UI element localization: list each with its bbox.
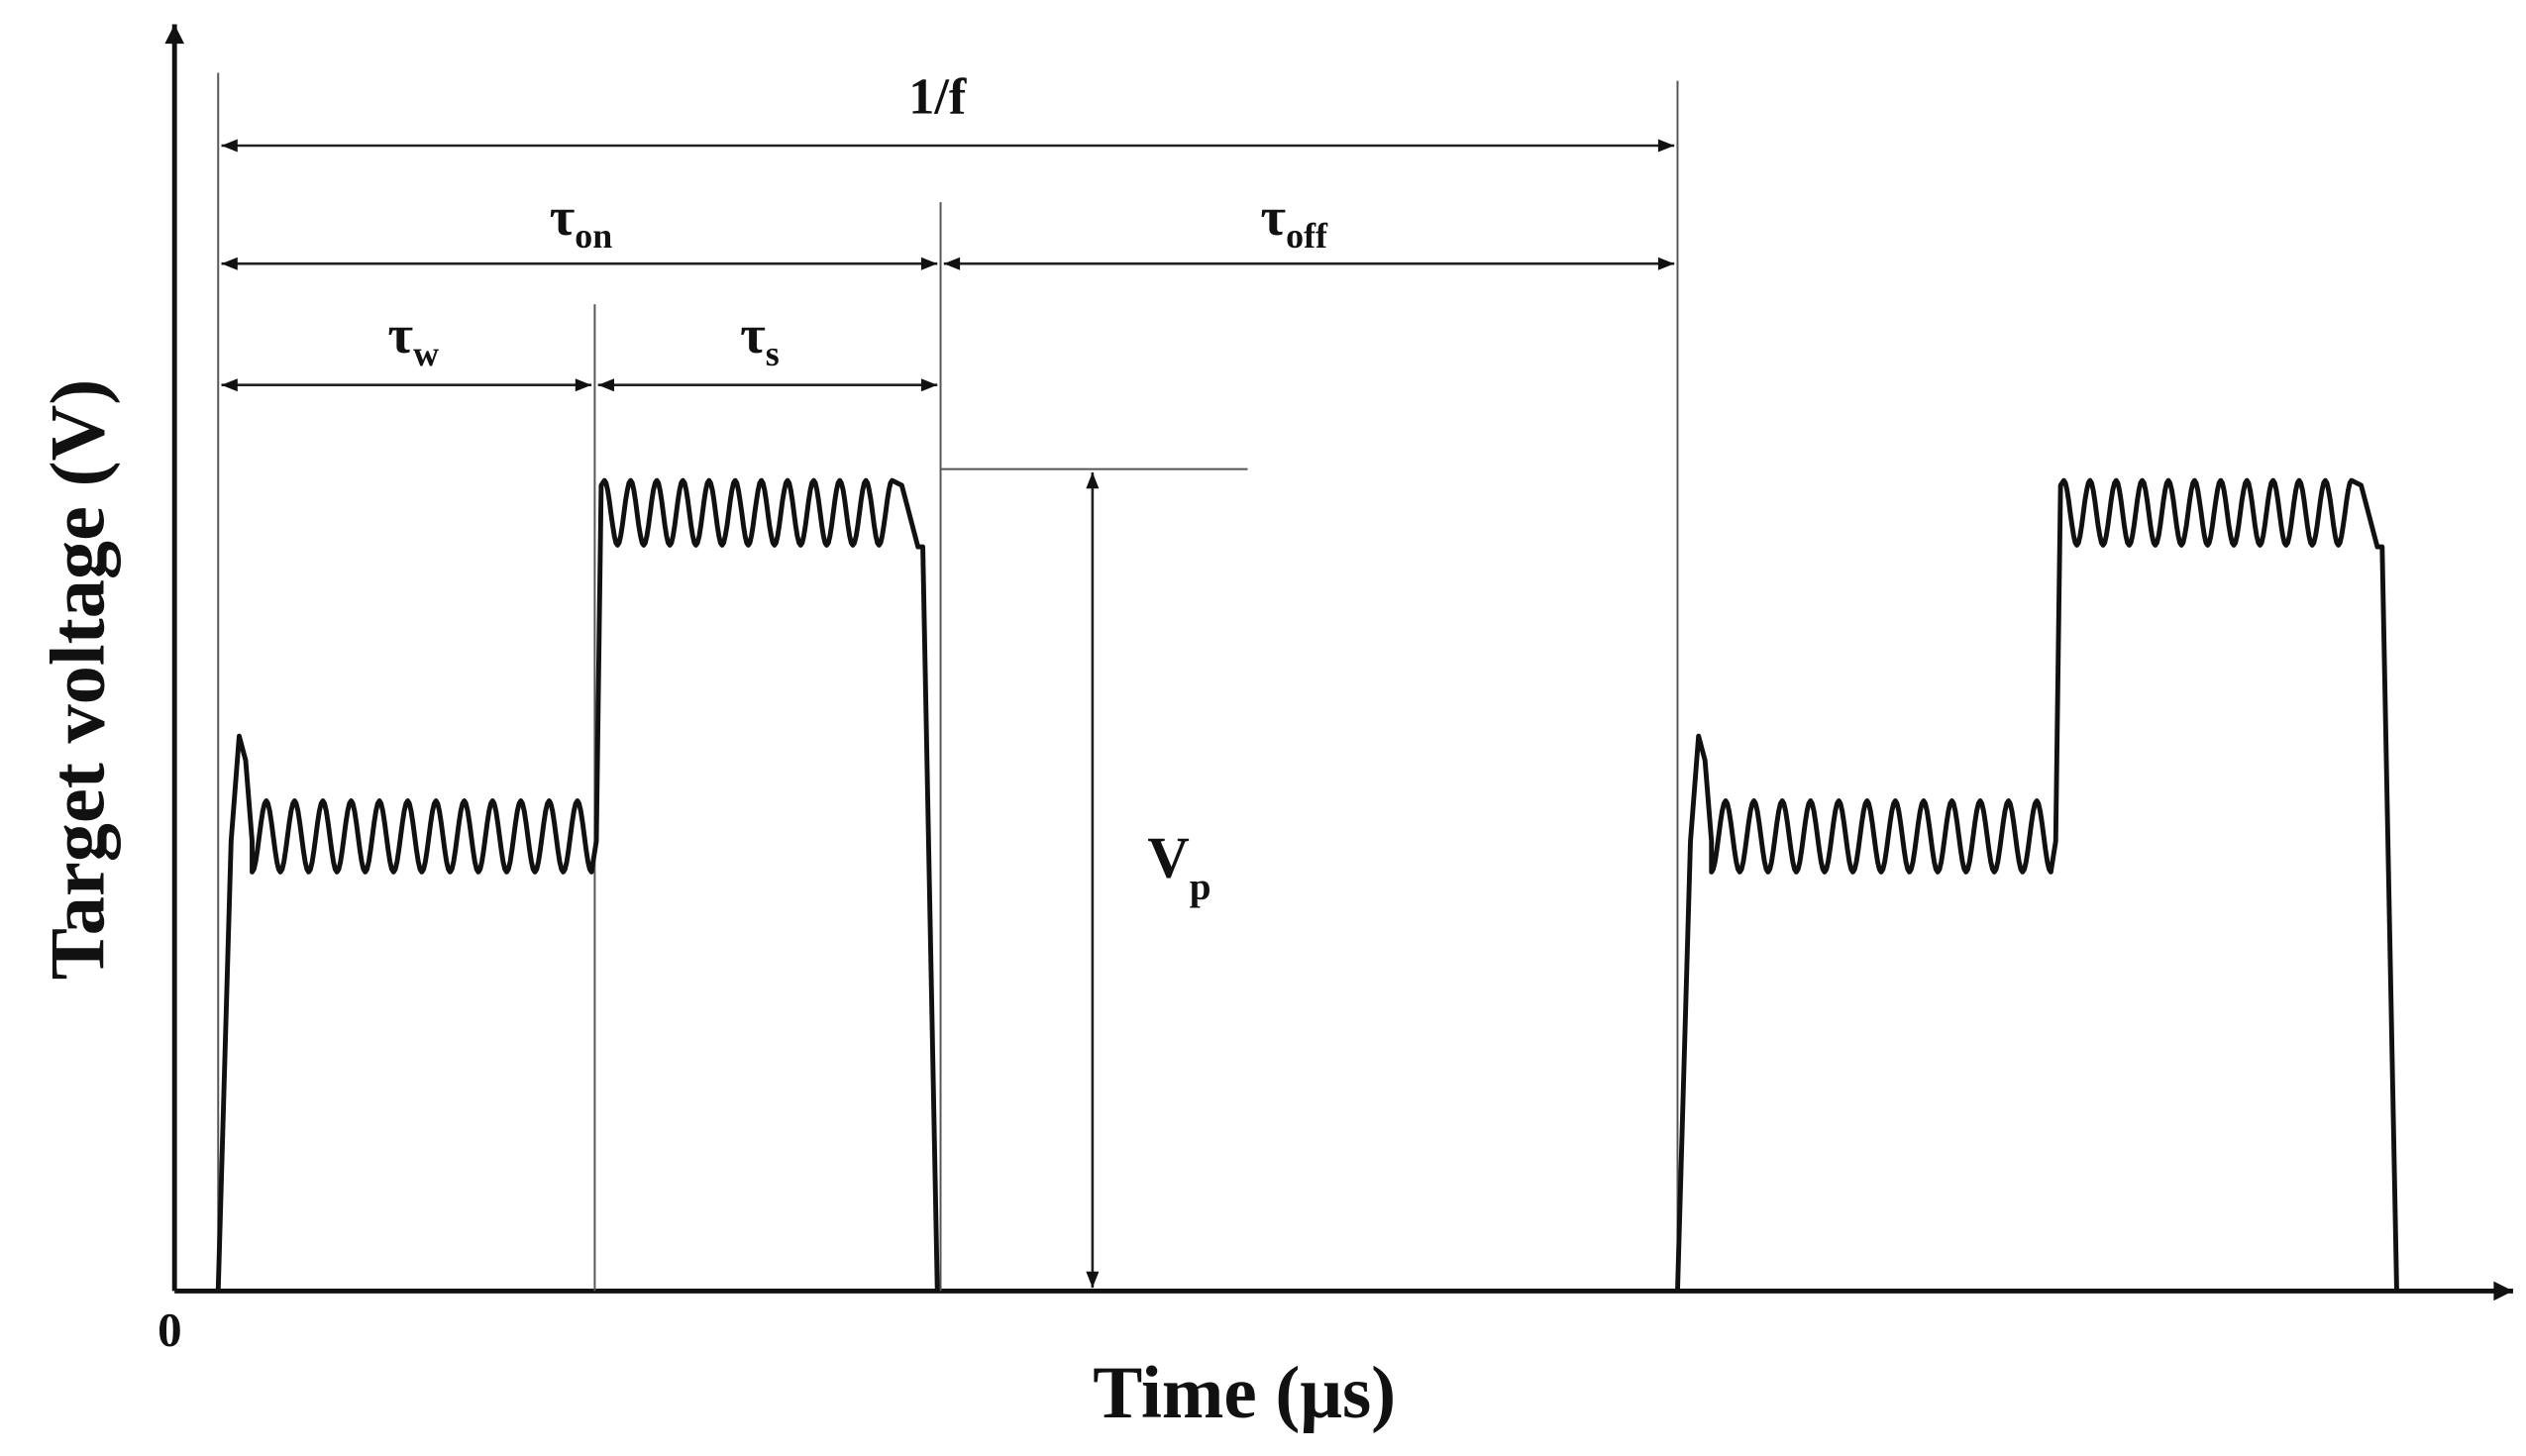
symbol: τ: [1261, 187, 1287, 248]
s-label: τs: [740, 305, 780, 373]
peak-label: Vp: [1147, 825, 1210, 908]
symbol: τ: [388, 305, 414, 365]
symbol: τ: [740, 305, 766, 365]
subscript: s: [766, 334, 780, 373]
subscript: w: [413, 334, 439, 373]
w-label: τw: [388, 305, 440, 373]
symbol: 1/f: [908, 67, 967, 125]
x-axis-label: Time (μs): [1093, 1352, 1396, 1434]
y-axis-label: Target voltage (V): [34, 379, 120, 981]
voltage-pulse: [1675, 477, 2399, 1292]
symbol: τ: [550, 187, 576, 248]
off-label: τoff: [1261, 187, 1328, 256]
subscript: p: [1190, 866, 1211, 908]
period-label: 1/f: [908, 67, 967, 125]
subscript: off: [1286, 216, 1328, 256]
subscript: on: [575, 216, 612, 256]
voltage-pulse: [215, 477, 940, 1292]
on-label: τon: [550, 187, 613, 256]
symbol: V: [1147, 825, 1189, 889]
origin-label: 0: [158, 1302, 181, 1357]
